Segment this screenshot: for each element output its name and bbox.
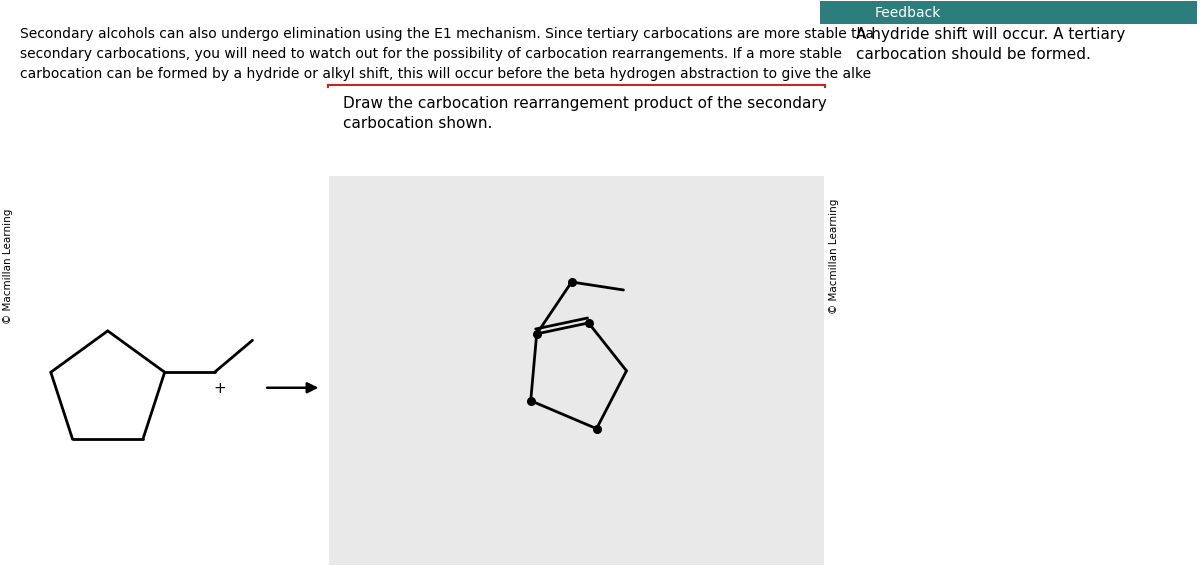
Text: Feedback: Feedback [875, 6, 941, 20]
Bar [820, 1, 1198, 24]
Text: Secondary alcohols can also undergo elimination using the E1 mechanism. Since te: Secondary alcohols can also undergo elim… [20, 27, 874, 41]
Text: +: + [214, 381, 226, 396]
Text: A hydride shift will occur. A tertiary: A hydride shift will occur. A tertiary [856, 27, 1126, 42]
Text: carbocation can be formed by a hydride or alkyl shift, this will occur before th: carbocation can be formed by a hydride o… [20, 67, 871, 80]
Text: Draw the carbocation rearrangement product of the secondary: Draw the carbocation rearrangement produ… [343, 96, 827, 112]
Bar [329, 87, 824, 176]
Bar [329, 87, 824, 565]
Text: carbocation shown.: carbocation shown. [343, 117, 492, 131]
Text: secondary carbocations, you will need to watch out for the possibility of carboc: secondary carbocations, you will need to… [20, 46, 842, 61]
Text: © Macmillan Learning: © Macmillan Learning [2, 208, 13, 324]
Text: © Macmillan Learning: © Macmillan Learning [829, 198, 839, 314]
Text: carbocation should be formed.: carbocation should be formed. [856, 46, 1091, 62]
